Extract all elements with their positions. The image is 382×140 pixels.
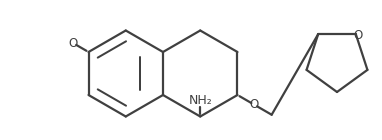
Text: O: O: [250, 98, 259, 111]
Text: O: O: [353, 29, 363, 42]
Text: O: O: [68, 37, 78, 50]
Text: NH₂: NH₂: [188, 94, 212, 107]
